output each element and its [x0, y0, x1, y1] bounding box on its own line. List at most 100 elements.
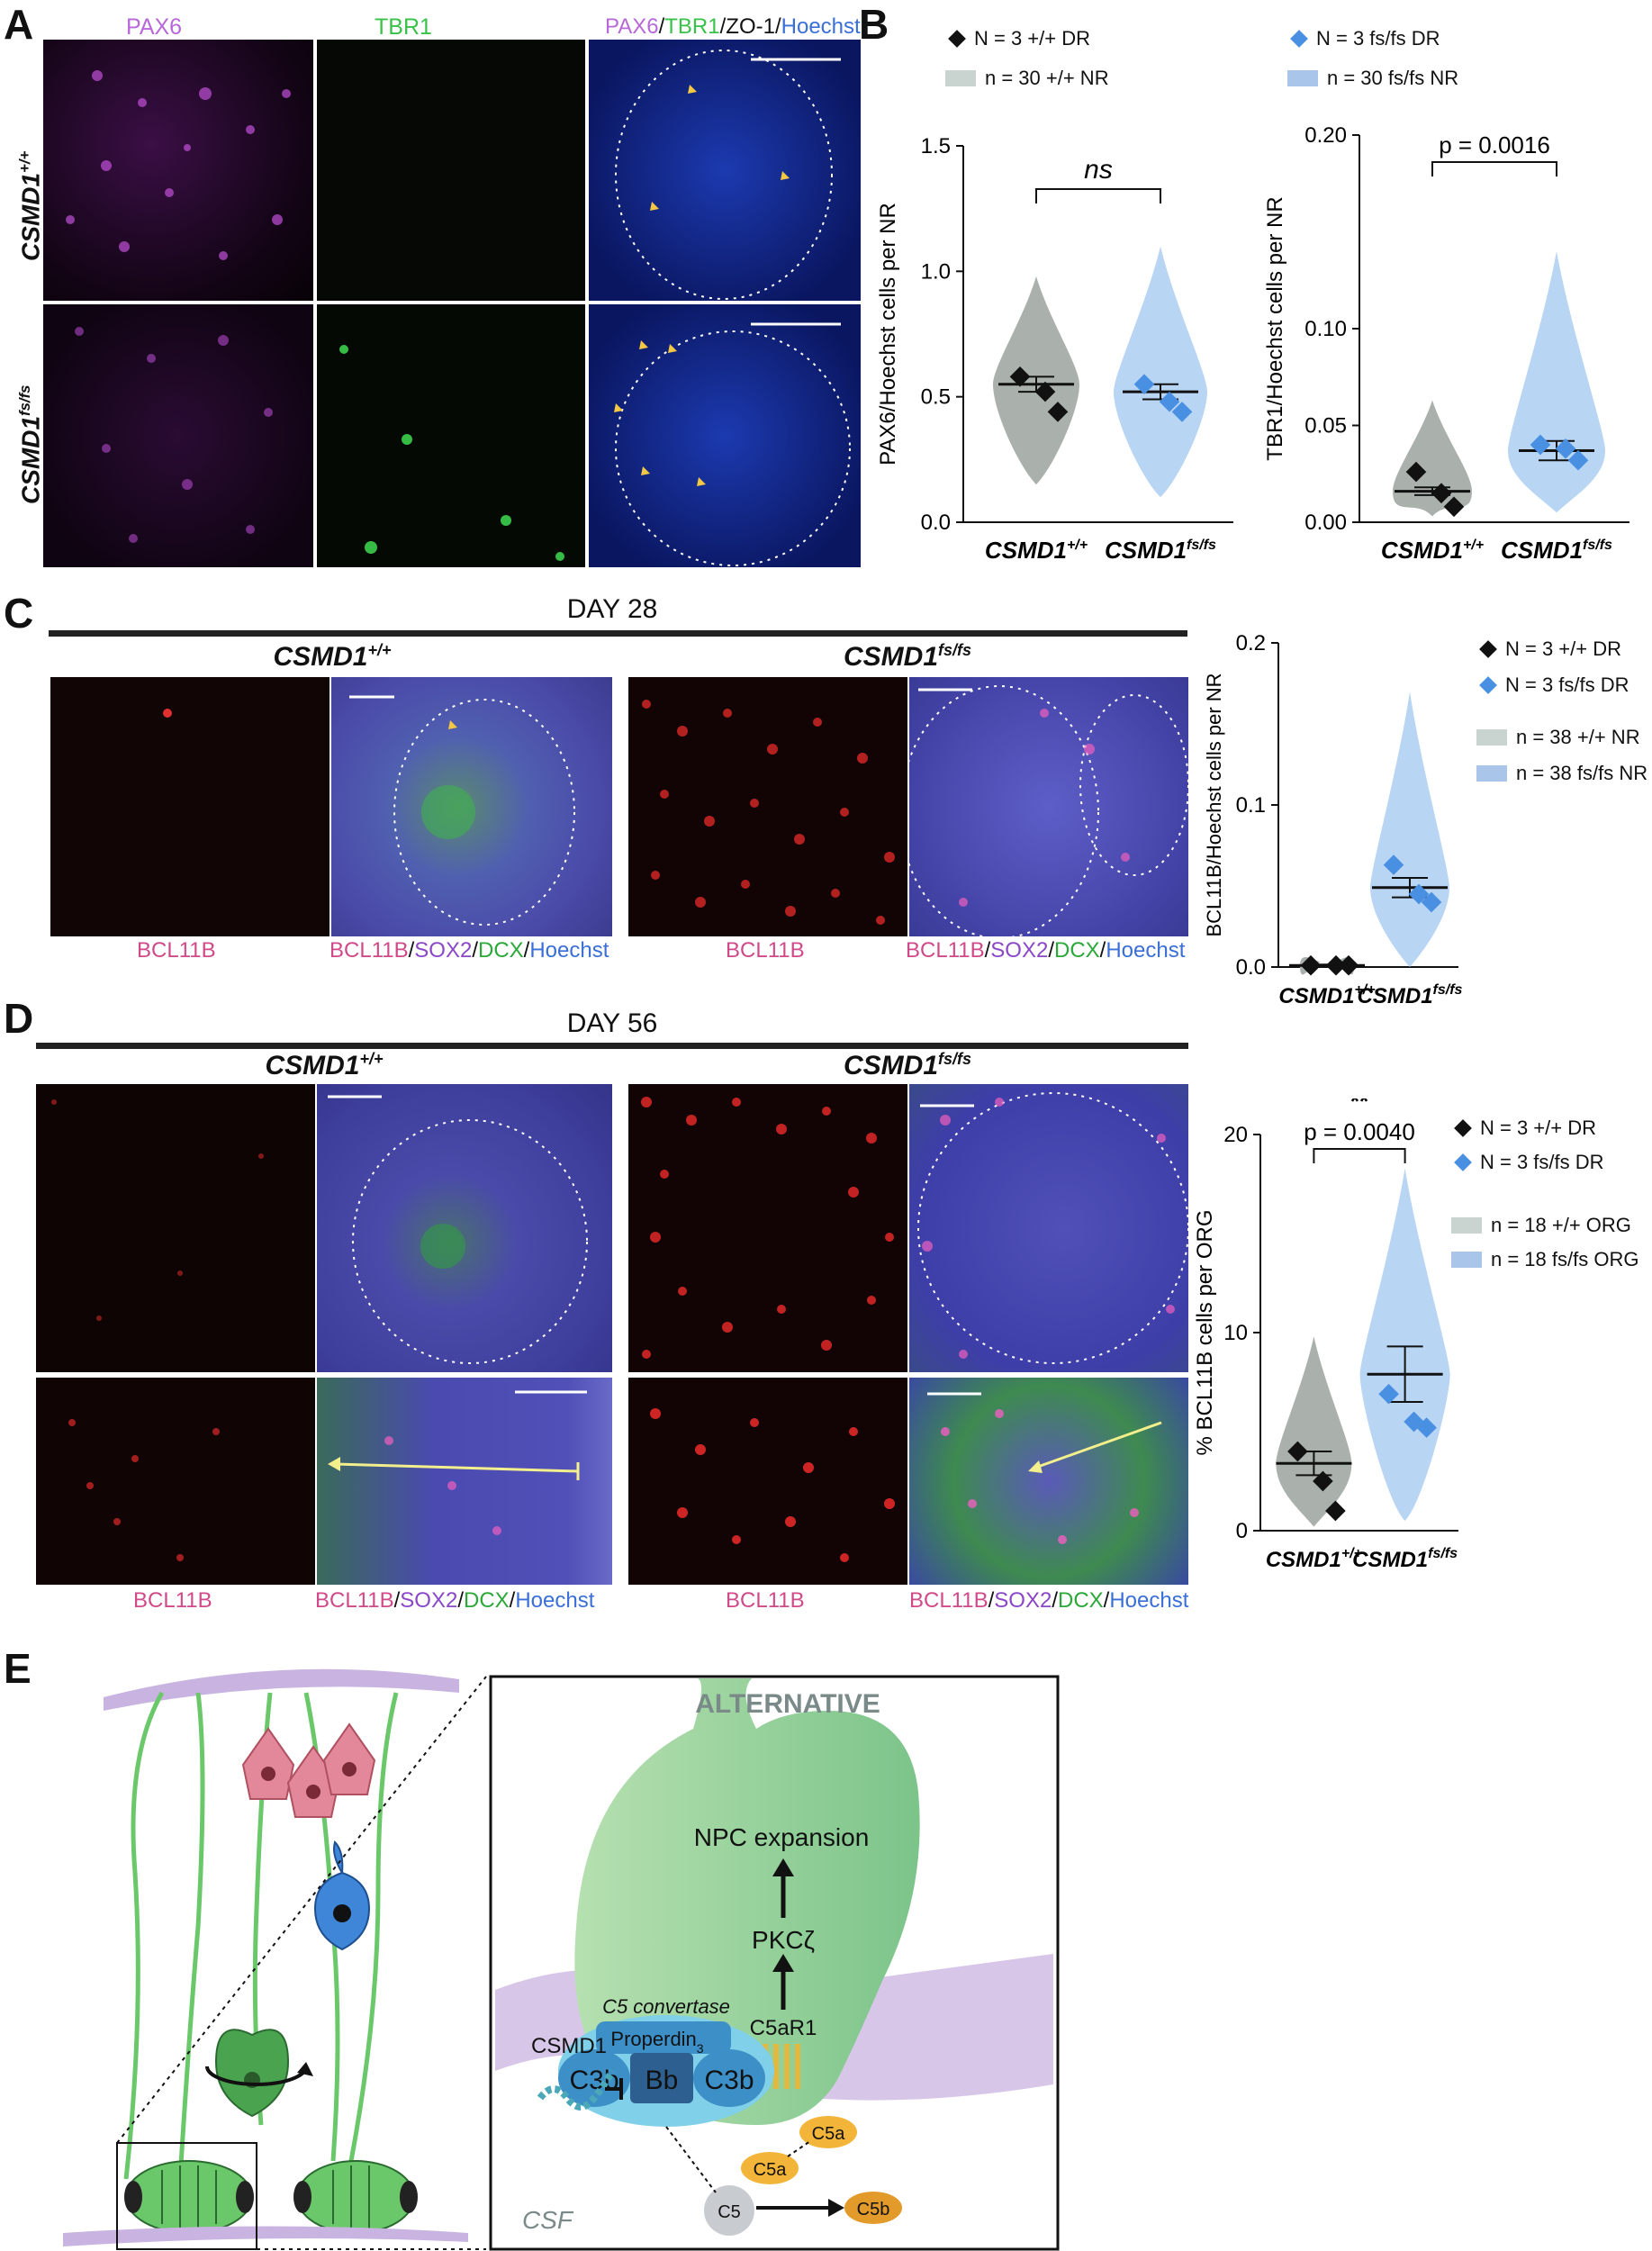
rosette-illustration	[63, 1668, 487, 2250]
y-axis-label: TBR1/Hoechst cells per NR	[1263, 196, 1287, 460]
legend-b: N = 3 +/+ DR N = 3 fs/fs DR n = 30 +/+ NR n…	[945, 27, 1647, 108]
diamond-icon	[1454, 1119, 1472, 1137]
y-axis-label: % BCL11B cells per ORG	[1193, 1210, 1217, 1456]
micrograph-d-bcl11b-wt-1	[36, 1084, 315, 1372]
genotype-d-mut: CSMD1fs/fs	[843, 1050, 972, 1080]
divider-d	[36, 1043, 1188, 1049]
data-point	[1159, 391, 1180, 412]
y-tick-label: 0.0	[921, 511, 951, 535]
pkc-label: PKCζ	[752, 1926, 815, 1954]
legend-text: n = 30 +/+ NR	[985, 67, 1109, 89]
y-tick-label: 0.20	[1304, 123, 1347, 148]
schematic-e: ALTERNATIVE NPC expansion PKCζ C5aR1 C5 …	[63, 1668, 1060, 2251]
diamond-icon	[1454, 1153, 1472, 1171]
violin	[1370, 692, 1449, 967]
legend-text: N = 3 fs/fs DR	[1480, 1151, 1604, 1173]
significance-marker: **	[1350, 1098, 1369, 1115]
genotype-c-wt: CSMD1+/+	[273, 641, 392, 672]
legend-text: N = 3 fs/fs DR	[1316, 27, 1440, 50]
c5b-label: C5b	[857, 2200, 890, 2219]
legend-item: N = 3 fs/fs DR	[1287, 27, 1440, 50]
data-point	[1171, 402, 1193, 422]
diamond-icon	[1290, 30, 1308, 48]
panel-letter-d: D	[4, 995, 34, 1042]
category-label: CSMD1fs/fs	[1501, 537, 1612, 564]
swatch-icon	[1451, 1217, 1482, 1234]
panel-letter-b: B	[859, 1, 889, 48]
panel-letter-a: A	[4, 1, 34, 48]
legend-text: n = 18 fs/fs ORG	[1491, 1248, 1639, 1270]
data-point	[1567, 449, 1589, 471]
chart-c-bcl11b: 0.0 0.1 0.2 BCL11B/Hoechst cells per NR CSMD…	[1203, 631, 1463, 1008]
y-tick-label: 0.10	[1304, 317, 1347, 341]
channel-label-c-mut-single: BCL11B	[726, 938, 805, 963]
y-tick-label: 0.5	[921, 385, 951, 410]
row-label-mut: CSMD1fs/fs	[16, 384, 45, 504]
channel-label-c-mut-merge: BCL11B/SOX2/DCX/Hoechst	[906, 938, 1186, 963]
day-label-c: DAY 28	[566, 594, 658, 624]
category-label: CSMD1+/+	[1278, 982, 1375, 1008]
legend-item: n = 30 +/+ NR	[945, 67, 1109, 90]
c3b-left-label: C3b	[569, 2066, 618, 2095]
micrograph-c-merge-wt	[331, 677, 612, 936]
c5a-label-2: C5a	[754, 2160, 788, 2180]
micrograph-d-merge-wt-1	[317, 1084, 612, 1372]
y-tick-label: 0.2	[1236, 631, 1266, 655]
category-label: CSMD1+/+	[985, 537, 1088, 564]
legend-item: N = 3 fs/fs DR	[1476, 673, 1629, 697]
c5-convertase-label: C5 convertase	[602, 1995, 730, 2018]
legend-item: n = 30 fs/fs NR	[1287, 67, 1458, 90]
legend-item: N = 3 fs/fs DR	[1451, 1151, 1604, 1174]
bb-label: Bb	[645, 2066, 679, 2095]
divider-c	[49, 630, 1187, 637]
legend-text: N = 3 +/+ DR	[1480, 1116, 1597, 1139]
y-tick-label: 0.0	[1236, 955, 1266, 980]
chart-b1-pax6: 0.0 0.5 1.0 1.5 PAX6/Hoechst cells per NR CSM…	[876, 134, 1233, 564]
micrograph-a-merge-mut	[589, 304, 861, 567]
micrograph-a-tbr1-wt	[317, 40, 585, 301]
legend-item: n = 18 fs/fs ORG	[1451, 1248, 1638, 1271]
c5ar1-label: C5aR1	[750, 2016, 817, 2040]
category-label: CSMD1fs/fs	[1352, 1546, 1458, 1572]
y-tick-label: 0	[1236, 1519, 1248, 1543]
data-point	[1300, 954, 1322, 976]
c5-label: C5	[718, 2202, 741, 2222]
micrograph-a-tbr1-mut	[317, 304, 585, 567]
csmd1-label: CSMD1	[531, 2034, 607, 2058]
genotype-c-mut: CSMD1fs/fs	[843, 641, 972, 672]
channel-label-d-wt-merge: BCL11B/SOX2/DCX/Hoechst	[315, 1588, 595, 1613]
channel-label-tbr1: TBR1	[375, 14, 432, 40]
micrograph-d-merge-mut-1	[909, 1084, 1188, 1372]
swatch-icon	[945, 70, 976, 86]
legend-text: n = 38 fs/fs NR	[1516, 762, 1648, 784]
micrograph-a-merge-wt	[589, 40, 861, 301]
swatch-icon	[1451, 1252, 1482, 1268]
panel-letter-c: C	[4, 590, 34, 637]
channel-label-pax6: PAX6	[126, 14, 183, 40]
violin	[1508, 251, 1605, 513]
chart-b2-tbr1: 0.00 0.05 0.10 0.20 TBR1/Hoechst cells per N…	[1263, 117, 1629, 564]
legend-item: n = 18 +/+ ORG	[1451, 1214, 1631, 1237]
legend-item: N = 3 +/+ DR	[945, 27, 1090, 50]
significance-bracket	[1313, 1148, 1406, 1163]
legend-item: n = 38 +/+ NR	[1476, 726, 1640, 749]
violin	[1276, 1336, 1352, 1527]
y-axis-label: PAX6/Hoechst cells per NR	[876, 203, 900, 466]
row-label-wt: CSMD1+/+	[16, 150, 45, 261]
npc-expansion-label: NPC expansion	[694, 1823, 870, 1851]
c3b-right-label: C3b	[704, 2066, 754, 2095]
channel-label-d-mut-single: BCL11B	[726, 1588, 805, 1613]
properdin-label: Properdin3	[610, 2028, 703, 2056]
swatch-icon	[1476, 765, 1507, 782]
swatch-icon	[1476, 729, 1507, 746]
y-tick-label: 20	[1223, 1123, 1248, 1147]
micrograph-c-bcl11b-mut	[628, 677, 907, 936]
p-value: p = 0.0040	[1304, 1118, 1415, 1145]
channel-label-merge: PAX6/TBR1/ZO-1/Hoechst	[605, 14, 861, 39]
micrograph-d-bcl11b-mut-2	[628, 1378, 907, 1585]
violin	[1393, 400, 1472, 517]
legend-item: N = 3 +/+ DR	[1451, 1116, 1596, 1140]
legend-text: n = 18 +/+ ORG	[1491, 1214, 1631, 1236]
legend-text: N = 3 fs/fs DR	[1505, 673, 1629, 696]
genotype-d-wt: CSMD1+/+	[265, 1050, 384, 1080]
